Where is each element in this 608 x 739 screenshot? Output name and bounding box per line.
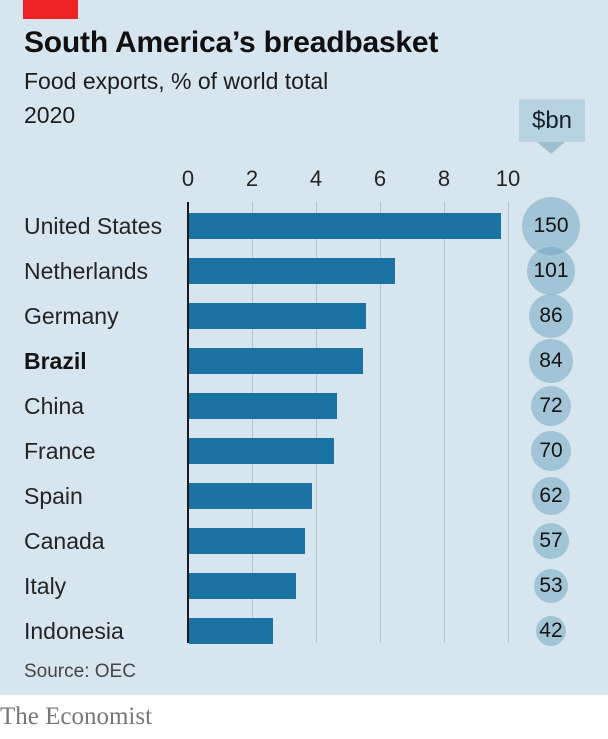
category-label-netherlands: Netherlands: [24, 258, 149, 284]
bn-circle-brazil: 84: [529, 339, 573, 383]
bar-indonesia: [189, 618, 273, 644]
bn-badge-pointer-icon: [537, 142, 565, 154]
bn-value-china: 72: [539, 394, 563, 418]
bn-circle-united-states: 150: [521, 196, 581, 256]
bar-netherlands: [189, 258, 395, 284]
bn-circle-canada: 57: [533, 523, 569, 559]
bn-unit-badge: $bn: [519, 99, 585, 142]
bar-spain: [189, 483, 312, 509]
x-tick-label-0: 0: [181, 166, 195, 191]
x-tick-label-10: 10: [495, 166, 521, 191]
bn-value-brazil: 84: [539, 349, 563, 373]
x-tick-label-6: 6: [373, 166, 387, 191]
bar-united-states: [189, 213, 501, 239]
bn-value-spain: 62: [539, 484, 563, 508]
bn-circle-germany: 86: [528, 293, 574, 339]
category-label-italy: Italy: [24, 573, 67, 599]
chart-title: South America’s breadbasket: [24, 26, 439, 59]
x-tick-label-4: 4: [309, 166, 323, 191]
bn-circle-indonesia: 42: [535, 615, 567, 647]
category-label-united-states: United States: [24, 213, 163, 239]
gridline-v-4: [315, 202, 317, 643]
bn-circle-italy: 53: [533, 568, 569, 604]
category-label-spain: Spain: [24, 483, 83, 509]
bar-germany: [189, 303, 366, 329]
bar-canada: [189, 528, 305, 554]
x-tick-label-2: 2: [245, 166, 259, 191]
category-label-germany: Germany: [24, 303, 119, 329]
gridline-v-8: [443, 202, 445, 643]
gridline-v-6: [379, 202, 381, 643]
chart-year: 2020: [24, 102, 76, 128]
gridline-v-10: [507, 202, 509, 643]
bn-value-united-states: 150: [533, 214, 569, 238]
bn-value-netherlands: 101: [533, 259, 569, 283]
bn-value-france: 70: [539, 439, 563, 463]
bn-value-italy: 53: [539, 574, 563, 598]
x-tick-label-8: 8: [437, 166, 451, 191]
bn-value-indonesia: 42: [539, 619, 563, 643]
bar-china: [189, 393, 337, 419]
zero-axis-line: [187, 202, 189, 643]
economist-red-tab: [23, 0, 78, 19]
category-label-china: China: [24, 393, 85, 419]
economist-wordmark: The Economist: [0, 703, 153, 730]
gridline-v-2: [251, 202, 253, 643]
bar-brazil: [189, 348, 363, 374]
bar-france: [189, 438, 334, 464]
category-label-canada: Canada: [24, 528, 105, 554]
bn-value-germany: 86: [539, 304, 563, 328]
bn-circle-france: 70: [531, 431, 571, 471]
bn-circle-china: 72: [530, 385, 572, 427]
bn-circle-netherlands: 101: [527, 247, 575, 295]
bn-circle-spain: 62: [532, 477, 570, 515]
category-label-indonesia: Indonesia: [24, 618, 124, 644]
bn-value-canada: 57: [539, 529, 563, 553]
category-label-france: France: [24, 438, 96, 464]
category-label-brazil: Brazil: [24, 348, 87, 374]
chart-area: 0 2 4 6 8 10 United States 150 Netherlands 101 Ger…: [24, 166, 581, 647]
chart-subtitle: Food exports, % of world total: [24, 68, 329, 94]
bar-italy: [189, 573, 296, 599]
source-note: Source: OEC: [24, 661, 136, 682]
chart-panel: [0, 0, 608, 695]
